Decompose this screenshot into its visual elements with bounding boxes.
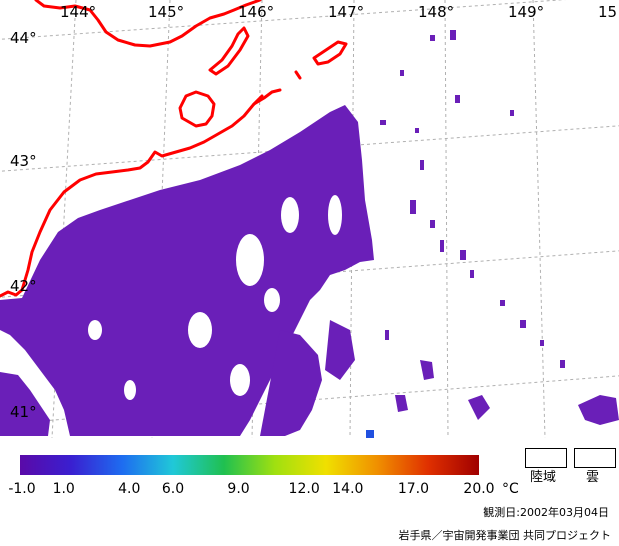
- credit-text: 岩手県／宇宙開発事業団 共同プロジェクト: [398, 529, 612, 542]
- temperature-unit: °C: [502, 481, 519, 497]
- longitude-label-150: 15: [598, 3, 618, 21]
- latitude-label-41: 41°: [10, 403, 37, 421]
- longitude-label-146: 146°: [238, 3, 275, 21]
- longitude-label-145: 145°: [148, 3, 185, 21]
- scale-tick-label: 14.0: [332, 481, 364, 497]
- sea-surface-temperature-map: [0, 0, 619, 438]
- longitude-label-144: 144°: [60, 3, 97, 21]
- land-legend-label: 陸域: [530, 470, 557, 485]
- longitude-label-149: 149°: [508, 3, 545, 21]
- scale-tick-label: 17.0: [397, 481, 430, 497]
- scale-tick-label: 4.0: [118, 481, 141, 497]
- cloud-legend-swatch: [574, 448, 616, 468]
- coastline: [0, 0, 348, 298]
- latitude-label-42: 42°: [10, 277, 37, 295]
- cloud-gaps: [88, 195, 342, 400]
- scale-tick-label: 20.0: [463, 481, 495, 497]
- longitude-label-147: 147°: [328, 3, 365, 21]
- longitude-label-148: 148°: [418, 3, 455, 21]
- sst-area: [0, 105, 619, 436]
- scale-tick-label: 1.0: [52, 481, 75, 497]
- latitude-label-43: 43°: [10, 152, 37, 170]
- temperature-color-scale: [20, 455, 479, 475]
- land-blue-patch: [366, 430, 374, 438]
- sst-patches: [380, 30, 565, 368]
- observation-date: 観測日:2002年03月04日: [483, 506, 609, 519]
- latitude-label-44: 44°: [10, 29, 37, 47]
- scale-tick-label: -1.0: [8, 481, 36, 497]
- scale-tick-label: 9.0: [227, 481, 250, 497]
- cloud-legend-label: 雲: [586, 470, 600, 485]
- land-legend-swatch: [525, 448, 567, 468]
- scale-tick-label: 12.0: [288, 481, 320, 497]
- scale-tick-label: 6.0: [161, 481, 185, 497]
